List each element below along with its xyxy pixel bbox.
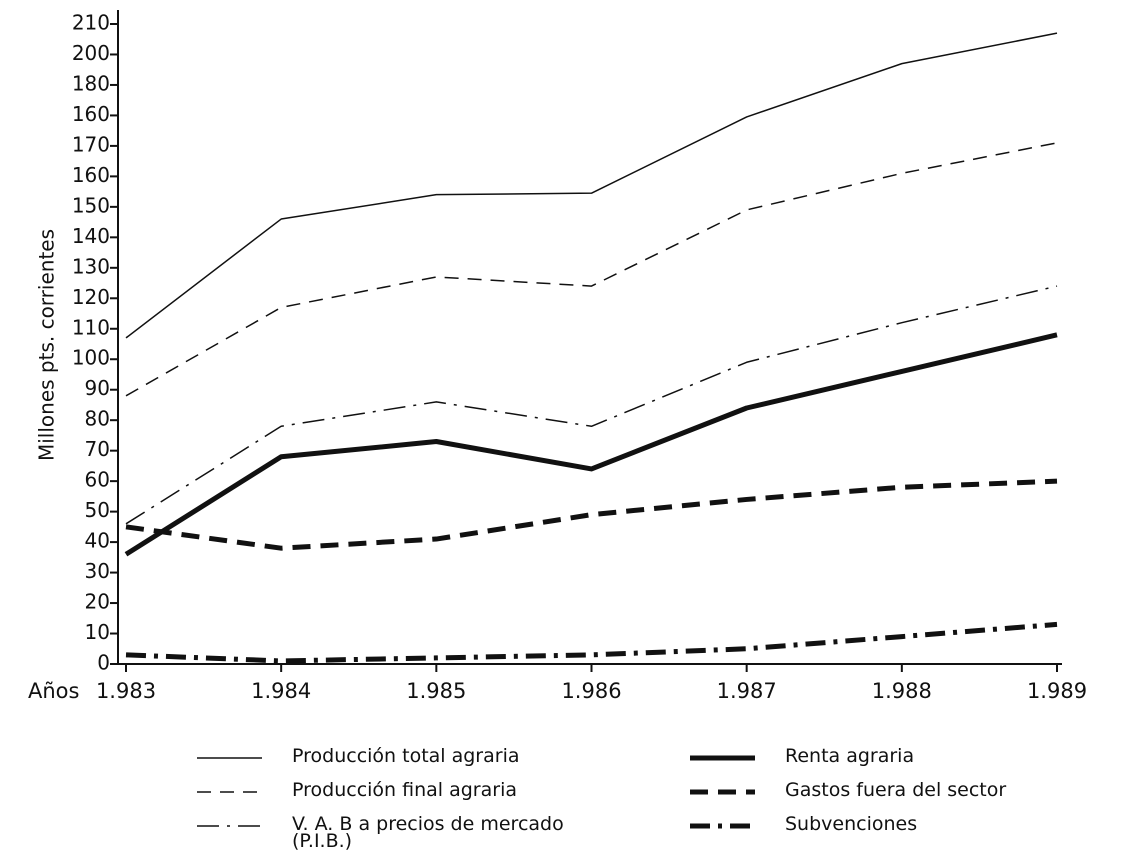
y-tick-label: 100	[72, 346, 110, 370]
x-axis-label: Años	[28, 679, 79, 703]
y-tick-label: 0	[97, 651, 110, 675]
y-tick-label: 120	[72, 285, 110, 309]
y-tick-label: 20	[85, 590, 110, 614]
y-axis-label: Millones pts. corrientes	[35, 229, 59, 461]
y-tick-label: 200	[72, 41, 110, 65]
y-tick-label: 80	[85, 407, 110, 431]
series-line	[125, 285, 1058, 525]
x-tick-label: 1.984	[251, 679, 311, 703]
y-tick-label: 110	[72, 315, 110, 339]
legend-label: V. A. B a precios de mercado (P.I.B.)	[292, 813, 564, 852]
y-tick-label: 160	[72, 102, 110, 126]
series-line	[125, 142, 1058, 397]
legend-label: Renta agraria	[785, 745, 915, 767]
y-tick-label: 10	[85, 620, 110, 644]
x-tick-label: 1.983	[96, 679, 156, 703]
y-tick-label: 40	[85, 529, 110, 553]
y-tick-label: 180	[72, 71, 110, 95]
legend-label: Gastos fuera del sector	[785, 779, 1007, 801]
y-tick-label: 170	[72, 132, 110, 156]
series-line	[124, 332, 1058, 557]
series-line	[125, 32, 1058, 339]
y-tick-label: 160	[72, 163, 110, 187]
y-tick-label: 150	[72, 193, 110, 217]
y-tick-label: 210	[72, 11, 110, 35]
y-tick-label: 50	[85, 498, 110, 522]
legend-label: Subvenciones	[785, 813, 918, 835]
y-tick-label: 140	[72, 224, 110, 248]
legend-label: Producción final agraria	[292, 779, 517, 801]
y-tick-label: 60	[85, 468, 110, 492]
series-line	[125, 478, 1058, 551]
x-tick-label: 1.986	[561, 679, 621, 703]
x-tick-label: 1.985	[406, 679, 466, 703]
x-tick-label: 1.988	[872, 679, 932, 703]
y-tick-label: 90	[85, 376, 110, 400]
y-tick-label: 70	[85, 437, 110, 461]
x-tick-label: 1.987	[717, 679, 777, 703]
series-line	[125, 621, 1058, 664]
y-tick-label: 30	[85, 559, 110, 583]
y-tick-label: 130	[72, 254, 110, 278]
legend-label: Producción total agraria	[292, 745, 520, 767]
x-tick-label: 1.989	[1027, 679, 1087, 703]
